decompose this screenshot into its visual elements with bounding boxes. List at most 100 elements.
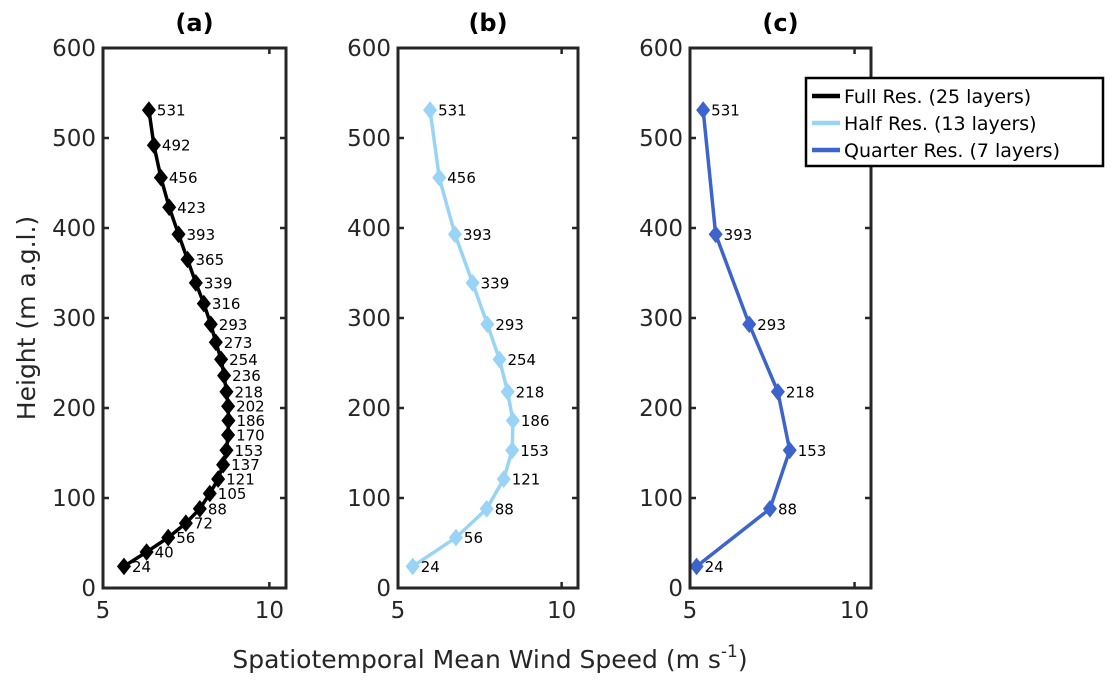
legend: Full Res. (25 layers) Half Res. (13 laye… <box>804 76 1105 168</box>
data-point-label: 137 <box>231 456 260 474</box>
x-tick-label: 5 <box>683 598 698 624</box>
x-axis-label-main: Spatiotemporal Mean Wind Speed (m s <box>232 645 721 674</box>
data-point-label: 293 <box>757 316 786 334</box>
y-tick-label: 600 <box>52 36 96 62</box>
legend-label-quarter: Quarter Res. (7 layers) <box>844 140 1060 162</box>
data-point-marker <box>696 101 711 119</box>
data-point-marker <box>180 250 195 269</box>
legend-entry-full: Full Res. (25 layers) <box>812 86 1031 108</box>
panel-title: (a) <box>175 9 213 37</box>
data-point-label: 365 <box>196 251 225 269</box>
data-point-label: 153 <box>234 442 263 460</box>
data-point-label: 186 <box>521 412 550 430</box>
data-point-marker <box>221 411 236 430</box>
data-point-label: 456 <box>447 169 476 187</box>
y-axis-label: Height (m a.g.l.) <box>12 216 41 420</box>
y-tick-label: 500 <box>639 126 683 152</box>
legend-label-full: Full Res. (25 layers) <box>844 86 1031 108</box>
x-axis-label-suffix: ) <box>738 645 748 674</box>
y-tick-label: 0 <box>81 576 96 602</box>
data-point-label: 393 <box>187 226 216 244</box>
data-point-label: 72 <box>194 515 213 533</box>
data-point-marker <box>742 315 757 334</box>
x-tick-label: 10 <box>547 598 576 624</box>
y-tick-label: 500 <box>347 126 391 152</box>
data-point-label: 293 <box>219 316 248 334</box>
y-tick-label: 200 <box>639 396 683 422</box>
data-point-marker <box>216 455 231 474</box>
y-tick-label: 600 <box>347 36 391 62</box>
data-point-label: 456 <box>169 169 198 187</box>
data-point-marker <box>405 557 420 576</box>
data-point-label: 24 <box>705 558 724 576</box>
data-point-label: 531 <box>438 102 467 120</box>
legend-box <box>804 76 1105 168</box>
data-point-label: 56 <box>464 529 483 547</box>
y-tick-label: 200 <box>52 396 96 422</box>
data-point-label: 236 <box>232 367 261 385</box>
y-tick-label: 400 <box>639 216 683 242</box>
data-point-marker <box>505 411 520 430</box>
data-point-marker <box>171 225 186 244</box>
data-point-marker <box>762 499 778 518</box>
data-point-label: 531 <box>711 102 740 120</box>
data-point-label: 293 <box>495 316 524 334</box>
data-point-marker <box>448 528 463 547</box>
y-tick-label: 0 <box>376 576 391 602</box>
data-point-label: 393 <box>724 226 753 244</box>
y-tick-label: 500 <box>52 126 96 152</box>
panel-b: (b) 0 100 200 300 400 500 600 5 10 24 56 88 121 153 186… <box>347 9 580 624</box>
y-tick-label: 100 <box>639 486 683 512</box>
legend-entry-half: Half Res. (13 layers) <box>812 113 1037 135</box>
data-point-label: 218 <box>786 383 815 401</box>
data-point-marker <box>465 274 480 292</box>
data-point-label: 153 <box>798 442 827 460</box>
y-tick-label: 100 <box>52 486 96 512</box>
axes-box <box>688 46 873 590</box>
data-point-marker <box>196 294 211 313</box>
panel-a: (a) 0 100 200 300 400 500 600 5 10 244056728810512… <box>52 9 288 624</box>
panel-title: (b) <box>468 9 507 37</box>
panel-c: (c) 0 100 200 300 400 500 600 5 10 24 88 153 218 293 39… <box>639 9 873 624</box>
data-point-label: 40 <box>155 544 174 562</box>
data-point-marker <box>141 101 156 119</box>
x-tick-label: 10 <box>255 598 284 624</box>
y-tick-label: 0 <box>668 576 683 602</box>
data-point-marker <box>178 514 193 533</box>
data-point-label: 492 <box>162 137 191 155</box>
data-point-marker <box>217 366 232 385</box>
data-point-marker <box>221 426 236 444</box>
data-point-label: 393 <box>463 226 492 244</box>
y-tick-label: 300 <box>52 306 96 332</box>
data-point-label: 254 <box>229 351 258 369</box>
data-point-marker <box>447 225 462 244</box>
panel-title: (c) <box>762 9 798 37</box>
data-point-label: 121 <box>512 471 541 489</box>
data-point-marker <box>219 382 234 401</box>
data-point-marker <box>219 441 234 460</box>
data-point-label: 88 <box>495 500 514 518</box>
data-point-marker <box>708 225 723 244</box>
data-point-label: 423 <box>177 199 206 217</box>
y-tick-label: 200 <box>347 396 391 422</box>
data-point-label: 88 <box>778 500 797 518</box>
data-point-label: 273 <box>224 334 253 352</box>
y-tick-label: 400 <box>347 216 391 242</box>
data-point-marker <box>153 168 168 187</box>
data-point-marker <box>770 382 785 401</box>
y-tick-label: 400 <box>52 216 96 242</box>
data-point-label: 186 <box>236 412 265 430</box>
x-axis-label: Spatiotemporal Mean Wind Speed (m s-1) <box>232 642 747 674</box>
data-point-label: 105 <box>218 485 247 503</box>
data-point-marker <box>423 101 438 119</box>
x-tick-label: 10 <box>840 598 869 624</box>
data-point-marker <box>221 397 236 416</box>
data-point-marker <box>116 557 132 576</box>
data-point-marker <box>480 315 495 334</box>
data-point-marker <box>496 470 511 488</box>
legend-label-half: Half Res. (13 layers) <box>844 113 1037 135</box>
data-point-marker <box>432 168 447 187</box>
data-point-label: 316 <box>212 295 241 313</box>
